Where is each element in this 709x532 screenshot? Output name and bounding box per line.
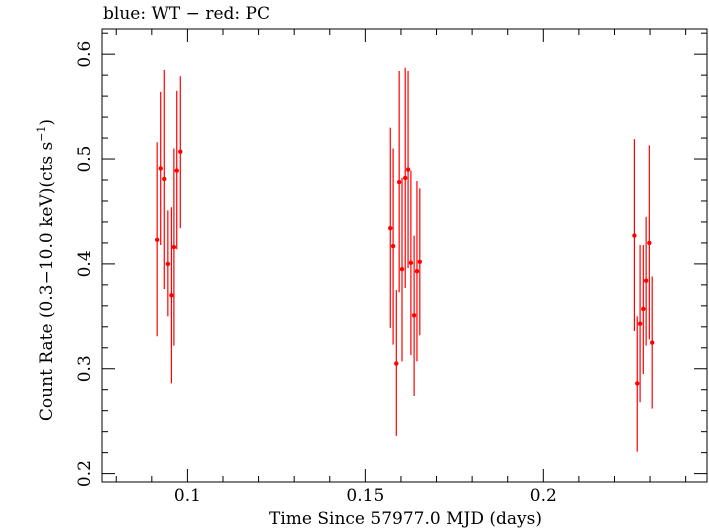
point-marker (414, 269, 420, 274)
point-marker (165, 261, 171, 267)
data-point (643, 216, 649, 346)
axis-tick-labels: 0.1 0.15 0.2 0.2 0.3 0.4 0.5 0.6 (75, 41, 557, 506)
data-point (158, 91, 163, 246)
point-marker (396, 179, 402, 185)
point-marker (405, 167, 411, 172)
data-point (649, 276, 655, 409)
y-tick-label: 0.2 (75, 460, 95, 487)
y-tick-label: 0.4 (75, 250, 95, 277)
data-points (154, 67, 655, 452)
point-marker (399, 266, 405, 272)
data-point (396, 70, 402, 293)
data-point (411, 235, 417, 397)
data-point (394, 290, 399, 436)
axis-ticks (102, 29, 707, 482)
y-tick-label: 0.5 (75, 146, 95, 173)
data-point (162, 69, 167, 290)
point-marker (647, 240, 652, 246)
point-marker (154, 237, 160, 242)
y-axis-label-main: Count Rate (0.3−10.0 keV)(cts s (36, 141, 57, 422)
data-point (154, 142, 160, 337)
point-marker (178, 149, 183, 154)
data-point (388, 127, 393, 328)
point-marker (635, 381, 640, 386)
data-point (414, 181, 420, 362)
data-point (171, 148, 177, 346)
point-marker (632, 233, 637, 238)
data-point (408, 170, 414, 356)
data-point (635, 316, 640, 452)
x-tick-label: 0.2 (530, 486, 557, 506)
x-tick-label: 0.15 (346, 486, 384, 506)
point-marker (643, 278, 649, 283)
point-marker (411, 313, 417, 318)
data-point (637, 245, 643, 403)
data-point (174, 90, 179, 250)
x-tick-label: 0.1 (174, 486, 201, 506)
data-point (403, 67, 408, 289)
y-tick-label: 0.6 (75, 41, 95, 68)
point-marker (403, 175, 408, 181)
point-marker (637, 321, 643, 326)
data-point (178, 76, 183, 229)
x-axis-label: Time Since 57977.0 MJD (days) (269, 509, 542, 529)
point-marker (162, 176, 167, 182)
point-marker (649, 340, 655, 345)
data-point (647, 145, 652, 340)
y-tick-label: 0.3 (75, 355, 95, 382)
point-marker (169, 293, 174, 298)
point-marker (394, 361, 399, 366)
data-point (399, 177, 405, 362)
data-point (169, 207, 174, 384)
data-point (165, 210, 171, 317)
chart-title: blue: WT − red: PC (103, 4, 270, 24)
point-marker (158, 166, 163, 171)
y-axis-label-end: ) (36, 118, 57, 126)
data-point (641, 245, 646, 374)
data-point (390, 148, 396, 345)
data-point (417, 188, 423, 336)
point-marker (171, 244, 177, 250)
point-marker (390, 243, 396, 249)
y-axis-label: Count Rate (0.3−10.0 keV)(cts s−1) (35, 119, 57, 421)
point-marker (388, 226, 393, 231)
point-marker (408, 260, 414, 266)
point-marker (641, 306, 646, 312)
plot-frame (101, 28, 708, 483)
point-marker (174, 168, 179, 173)
data-point (632, 139, 637, 331)
data-point (405, 70, 411, 269)
y-axis-label-sup: −1 (35, 125, 49, 142)
point-marker (417, 259, 423, 264)
